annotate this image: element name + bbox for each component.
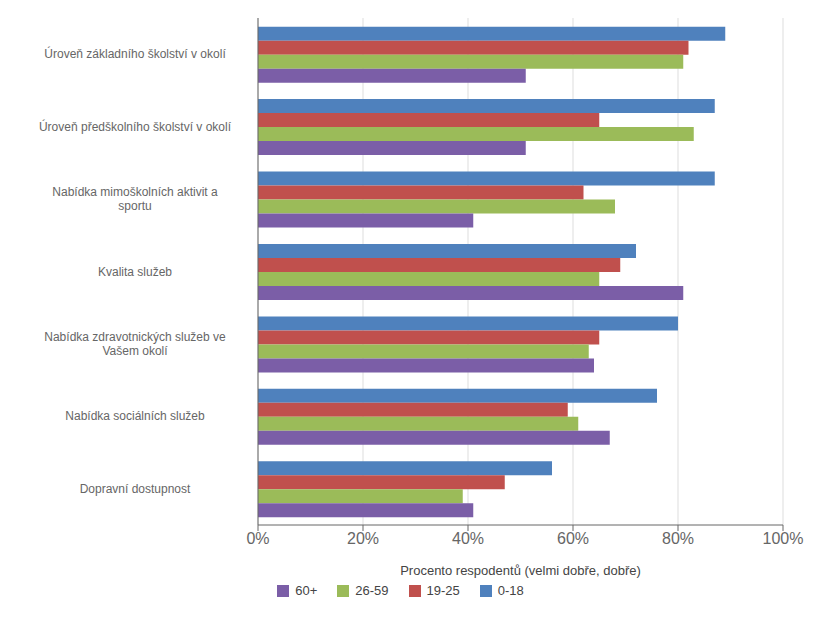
svg-text:20%: 20% <box>347 530 379 547</box>
svg-text:Procento respodentů (velmi dob: Procento respodentů (velmi dobře, dobře) <box>400 563 641 578</box>
html-text:19-25: 19-25 <box>426 583 460 598</box>
svg-text:0%: 0% <box>246 530 269 547</box>
html-text:26-59: 26-59 <box>355 583 389 598</box>
svg-text:60%: 60% <box>557 530 589 547</box>
svg-text:Úroveň předškolního školství v: Úroveň předškolního školství v okolí <box>39 119 232 134</box>
html-text:0-18: 0-18 <box>497 583 524 598</box>
svg-text:80%: 80% <box>662 530 694 547</box>
svg-text:Dopravní dostupnost: Dopravní dostupnost <box>80 482 191 496</box>
svg-text:Nabídka sociálních služeb: Nabídka sociálních služeb <box>65 409 205 423</box>
svg-text:100%: 100% <box>763 530 804 547</box>
svg-text:40%: 40% <box>452 530 484 547</box>
svg-text:Nabídka zdravotnických služeb: Nabídka zdravotnických služeb veVašem ok… <box>44 330 226 358</box>
svg-text:Úroveň základního školství v o: Úroveň základního školství v okolí <box>44 46 226 61</box>
svg-text:Kvalita služeb: Kvalita služeb <box>98 265 172 279</box>
svg-text:Nabídka mimoškolních aktivit a: Nabídka mimoškolních aktivit asportu <box>52 185 218 213</box>
html-text:60+: 60+ <box>295 583 318 598</box>
